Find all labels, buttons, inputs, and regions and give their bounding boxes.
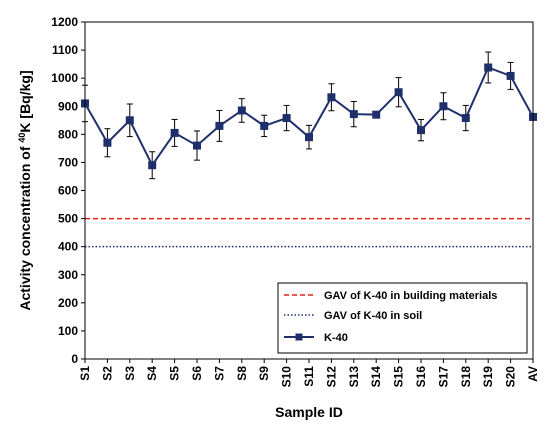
legend-label-building-materials: GAV of K-40 in building materials — [324, 290, 497, 302]
y-axis-title-superscript: 40 — [17, 133, 27, 143]
x-tick-label: S10 — [280, 366, 294, 388]
y-tick-label: 900 — [58, 99, 78, 113]
x-axis-title: Sample ID — [275, 404, 343, 420]
x-tick-label: S19 — [481, 366, 495, 388]
y-tick-label: 500 — [58, 212, 78, 226]
data-point — [461, 114, 470, 123]
error-bars — [82, 51, 514, 180]
data-point — [506, 71, 515, 80]
x-tick-label: S18 — [459, 366, 473, 388]
y-tick-label: 200 — [58, 296, 78, 310]
x-tick-label: S2 — [100, 366, 114, 381]
data-point — [439, 102, 448, 111]
x-tick-label: S14 — [369, 366, 383, 388]
legend-box — [277, 282, 528, 354]
x-tick-label: S15 — [392, 366, 406, 388]
y-axis-ticks: 0 100 200 300 400 500 600 700 800 900 1000 1100 1200 — [51, 15, 85, 366]
data-point — [103, 138, 112, 147]
x-tick-label: S17 — [436, 366, 450, 388]
y-tick-label: 1100 — [52, 43, 78, 57]
legend-label-k40: K-40 — [324, 332, 348, 344]
y-tick-label: 1000 — [51, 71, 78, 85]
data-point — [484, 63, 493, 72]
data-point — [349, 110, 358, 119]
data-point — [417, 126, 425, 135]
x-tick-label: S5 — [168, 366, 182, 381]
y-axis-title-prefix: Activity concentration of — [17, 143, 33, 311]
y-tick-label: 700 — [58, 155, 78, 169]
x-tick-label: S7 — [212, 366, 226, 381]
y-tick-label: 300 — [58, 268, 78, 282]
data-point — [282, 114, 291, 123]
y-tick-label: 0 — [71, 352, 78, 366]
data-point — [327, 93, 336, 102]
x-tick-label: S16 — [414, 366, 428, 388]
x-tick-label: S4 — [145, 366, 159, 381]
data-point — [125, 116, 134, 125]
data-point — [170, 128, 179, 137]
x-tick-label: S8 — [235, 366, 249, 381]
x-tick-label: S20 — [504, 366, 518, 388]
x-tick-label: S11 — [302, 366, 316, 387]
x-tick-label: S1 — [78, 366, 92, 381]
x-axis-ticks: S1 S2 S3 S4 S5 S6 S7 S8 S9 S10 S11 S12 S13 S14 S15 S16 S… — [78, 359, 540, 387]
data-point — [193, 141, 201, 150]
series-k40 — [81, 63, 537, 170]
y-tick-label: 400 — [58, 240, 78, 254]
x-tick-label: S6 — [190, 366, 204, 381]
data-point — [372, 110, 381, 119]
y-axis-title-suffix: K [Bq/kg] — [17, 70, 33, 132]
legend: GAV of K-40 in building materials GAV of… — [277, 282, 528, 354]
y-tick-label: 1200 — [51, 15, 78, 29]
x-tick-label: AV — [526, 366, 540, 382]
x-tick-label: S12 — [324, 366, 338, 388]
x-tick-label: S9 — [257, 366, 271, 381]
data-point — [148, 161, 157, 170]
x-tick-label: S3 — [123, 366, 137, 381]
y-tick-label: 100 — [58, 324, 78, 338]
plot-area-frame — [84, 21, 534, 360]
x-tick-label: S13 — [347, 366, 361, 388]
reference-lines — [85, 217, 533, 248]
data-point — [394, 88, 403, 97]
y-tick-label: 600 — [58, 184, 78, 198]
data-point — [305, 133, 313, 142]
legend-label-soil: GAV of K-40 in soil — [324, 310, 422, 322]
data-point — [260, 121, 269, 130]
data-point — [237, 106, 246, 115]
legend-marker-k40 — [295, 333, 303, 341]
data-point — [215, 121, 224, 130]
y-tick-label: 800 — [58, 127, 78, 141]
y-axis-title: Activity concentration of 40K [Bq/kg] — [17, 70, 33, 310]
